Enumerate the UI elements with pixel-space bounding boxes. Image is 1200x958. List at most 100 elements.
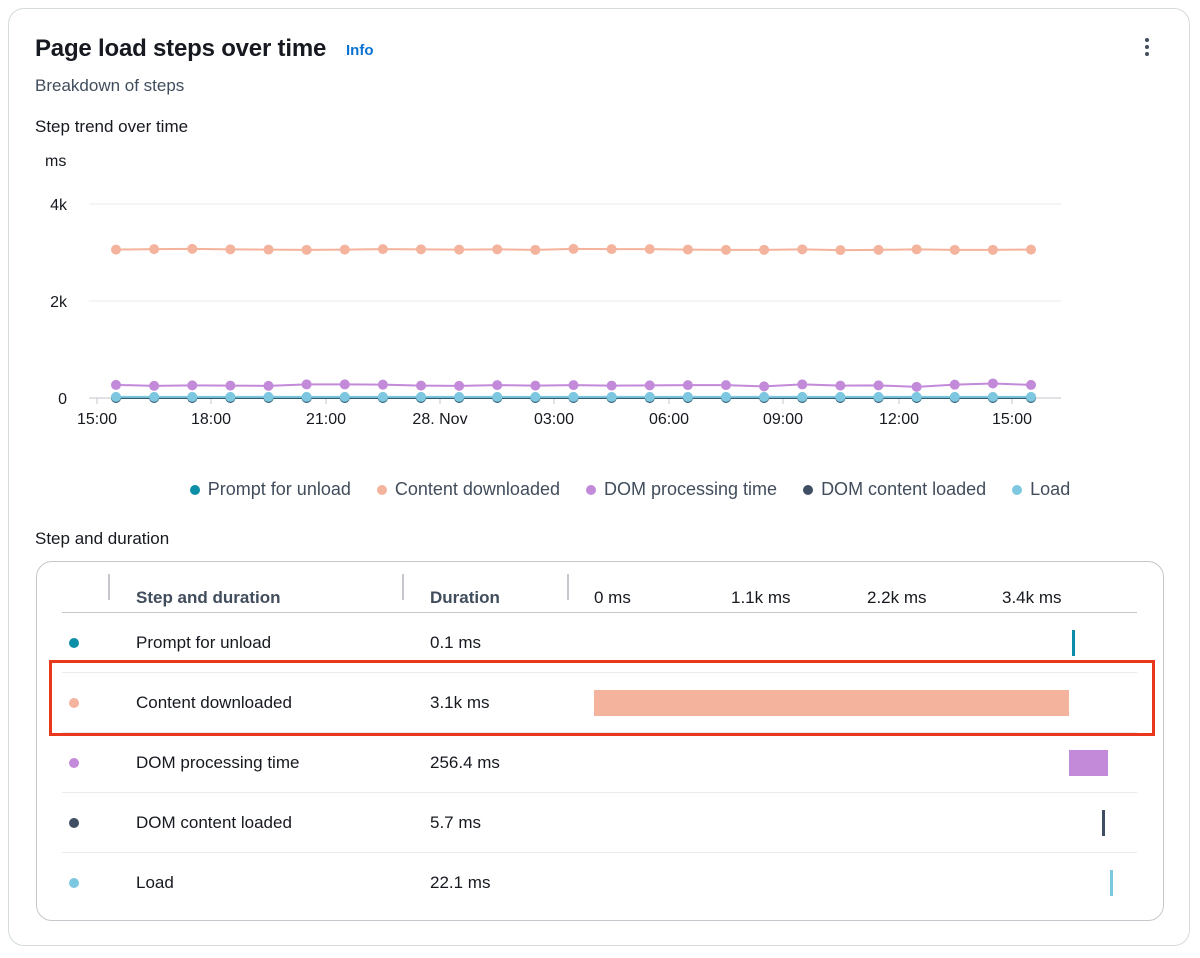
x-tick-label: 06:00 bbox=[649, 411, 689, 428]
data-point bbox=[606, 380, 617, 391]
data-point bbox=[644, 391, 655, 402]
data-point bbox=[377, 391, 388, 402]
column-separator bbox=[567, 574, 569, 600]
data-point bbox=[225, 391, 236, 402]
table-section-title: Step and duration bbox=[35, 529, 170, 548]
column-header-duration[interactable]: Duration bbox=[430, 588, 500, 607]
data-point bbox=[911, 391, 922, 402]
y-tick-label: 0 bbox=[58, 391, 67, 408]
x-tick-label: 18:00 bbox=[191, 411, 231, 428]
legend-dot-icon bbox=[586, 484, 596, 495]
row-divider bbox=[62, 732, 1137, 733]
data-point bbox=[835, 380, 846, 391]
table-row[interactable]: DOM content loaded 5.7 ms bbox=[62, 793, 1137, 853]
table-row[interactable]: Prompt for unload 0.1 ms bbox=[62, 613, 1137, 673]
data-point bbox=[911, 381, 922, 392]
data-point bbox=[606, 244, 617, 255]
legend-item[interactable]: Load bbox=[1012, 479, 1070, 500]
row-divider bbox=[62, 792, 1137, 793]
duration-bar bbox=[1101, 810, 1105, 836]
more-options-button[interactable] bbox=[1135, 35, 1159, 59]
x-tick-label: 15:00 bbox=[77, 411, 117, 428]
step-color-dot-icon bbox=[69, 878, 79, 888]
data-point bbox=[949, 379, 960, 390]
x-tick-label: 28. Nov bbox=[412, 411, 467, 428]
data-point bbox=[149, 380, 160, 391]
data-point bbox=[1026, 244, 1036, 255]
data-point bbox=[568, 391, 579, 402]
data-point bbox=[682, 380, 693, 391]
data-point bbox=[301, 379, 312, 390]
data-point bbox=[339, 379, 350, 390]
legend-item[interactable]: Prompt for unload bbox=[189, 479, 351, 500]
data-point bbox=[454, 380, 465, 391]
page-load-steps-card: Page load steps over time Info Breakdown… bbox=[8, 8, 1190, 946]
row-divider bbox=[62, 672, 1137, 673]
data-point bbox=[263, 391, 274, 402]
table-row[interactable]: DOM processing time 256.4 ms bbox=[62, 733, 1137, 793]
data-point bbox=[949, 391, 960, 402]
table-row[interactable]: Load 22.1 ms bbox=[62, 853, 1137, 913]
x-tick-label: 12:00 bbox=[879, 411, 919, 428]
legend-item[interactable]: Content downloaded bbox=[376, 479, 560, 500]
step-duration: 256.4 ms bbox=[430, 753, 500, 772]
data-point bbox=[111, 244, 121, 255]
y-tick-label: 2k bbox=[50, 294, 68, 311]
data-point bbox=[263, 380, 274, 391]
step-duration: 5.7 ms bbox=[430, 813, 482, 832]
duration-bar bbox=[1072, 630, 1076, 656]
data-point bbox=[721, 380, 731, 391]
chart-section-title: Step trend over time bbox=[35, 117, 189, 136]
duration-bar bbox=[594, 690, 1069, 716]
row-divider bbox=[62, 852, 1137, 853]
highlight-box bbox=[49, 660, 1155, 736]
step-color-dot-icon bbox=[69, 758, 79, 768]
legend-dot-icon bbox=[1012, 484, 1023, 495]
legend-item[interactable]: DOM processing time bbox=[586, 479, 777, 500]
data-point bbox=[530, 380, 541, 391]
step-name: DOM content loaded bbox=[136, 813, 292, 832]
data-point bbox=[873, 380, 884, 391]
legend-item[interactable]: DOM content loaded bbox=[803, 479, 986, 500]
step-trend-chart: ms 0 2k 4k 15:00 18:00 21:00 28. Nov 03:00 06:00 0… bbox=[45, 153, 1061, 428]
column-header-step[interactable]: Step and duration bbox=[136, 588, 281, 607]
step-color-dot-icon bbox=[69, 818, 79, 828]
data-point bbox=[682, 244, 693, 255]
data-point bbox=[911, 244, 922, 255]
legend-dot-icon bbox=[189, 484, 200, 495]
info-link[interactable]: Info bbox=[346, 42, 374, 59]
data-point bbox=[416, 244, 426, 255]
data-point bbox=[759, 391, 770, 402]
y-tick-label: 4k bbox=[50, 197, 68, 214]
data-point bbox=[949, 244, 960, 255]
data-point bbox=[225, 244, 236, 255]
step-duration: 0.1 ms bbox=[430, 633, 482, 652]
data-point bbox=[454, 391, 465, 402]
data-point bbox=[339, 244, 350, 255]
chart-legend: Prompt for unload Content downloaded DOM p… bbox=[9, 479, 1191, 500]
scale-label: 0 ms bbox=[594, 588, 631, 607]
step-name: Load bbox=[136, 873, 174, 892]
column-separator bbox=[402, 574, 404, 600]
legend-label: DOM content loaded bbox=[821, 479, 987, 499]
table-row[interactable]: Content downloaded 3.1k ms bbox=[62, 673, 1137, 733]
data-point bbox=[377, 379, 388, 390]
y-axis-label: ms bbox=[45, 153, 66, 170]
data-point bbox=[111, 379, 121, 390]
duration-bar bbox=[1109, 870, 1113, 896]
vertical-ellipsis-icon bbox=[1145, 38, 1149, 56]
data-point bbox=[835, 391, 846, 402]
step-name: Content downloaded bbox=[136, 693, 292, 712]
data-point bbox=[873, 244, 884, 255]
card-subtitle: Breakdown of steps bbox=[35, 76, 185, 95]
data-point bbox=[301, 244, 312, 255]
legend-dot-icon bbox=[803, 484, 814, 495]
data-point bbox=[835, 245, 846, 256]
legend-label: DOM processing time bbox=[604, 479, 778, 499]
scale-label: 2.2k ms bbox=[867, 588, 927, 607]
data-point bbox=[987, 378, 998, 389]
data-point bbox=[1026, 379, 1036, 390]
legend-dot-icon bbox=[376, 484, 387, 495]
data-point bbox=[987, 244, 998, 255]
data-point bbox=[377, 244, 388, 255]
